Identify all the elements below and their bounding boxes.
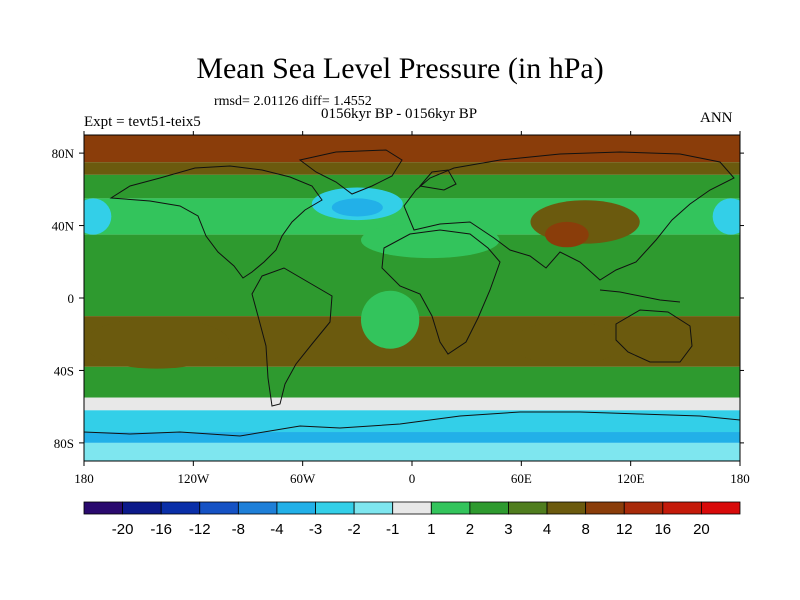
colorbar: -20 -16 -12 -8 -4 -3 -2 -1 1 2 3 4 8 12 16 20 [83,501,741,538]
coastline-indonesia [599,289,681,303]
rmsd-diff-stats: rmsd= 2.01126 diff= 1.4552 [214,94,372,109]
colorbar-swatch [701,501,741,515]
y-tick-label: 40N [52,219,75,234]
field-band-7 [84,397,740,411]
coastline-africa [381,229,501,355]
colorbar-swatch [392,501,432,515]
anomaly-north-africa-neutral [360,221,500,259]
anomaly-north-pacific-east-low [712,198,740,235]
colorbar-label: -4 [270,521,283,538]
colorbar-swatch [237,501,278,515]
coastline-antarctica [84,411,740,437]
colorbar-swatch [83,501,123,515]
colorbar-swatch [199,501,239,515]
experiment-label: Expt = tevt51-teix5 [84,114,201,130]
season-label: ANN [700,110,733,126]
field-band-8 [84,410,740,433]
coastline-south-america [251,267,333,407]
colorbar-label: 4 [543,521,551,538]
field-band-2 [84,174,740,199]
colorbar-swatch [469,501,509,515]
field-band-6 [84,366,740,398]
colorbar-label: 3 [504,521,512,538]
colorbar-swatch [122,501,162,515]
y-tick-label: 40S [54,363,74,378]
x-tick-label: 0 [409,471,416,486]
y-tick-label: 0 [68,291,75,306]
colorbar-label: 12 [616,521,633,538]
colorbar-swatch [623,501,664,515]
x-tick-label: 120E [617,471,645,486]
colorbar-swatch [546,501,587,515]
anomaly-south-indian-high [512,321,622,366]
field-band-1 [84,162,740,175]
anomaly-tibet-high [545,221,589,248]
colorbar-label: -3 [309,521,322,538]
y-tick-label: 80N [52,146,75,161]
x-tick-label: 60W [290,471,316,486]
colorbar-label: 1 [427,521,435,538]
colorbar-label: 20 [693,521,710,538]
x-tick-label: 180 [730,471,750,486]
colorbar-swatch [160,501,201,515]
y-tick-label: 80S [54,436,74,451]
colorbar-swatch [662,501,702,515]
x-tick-label: 120W [177,471,210,486]
anomaly-south-pacific-high [84,317,230,369]
colorbar-label: 16 [654,521,671,538]
anomaly-north-atlantic-deep-low [331,198,383,217]
coastlines [84,149,740,437]
colorbar-swatch [585,501,625,515]
x-tick-label: 180 [74,471,94,486]
field-band-0 [84,135,740,163]
colorbar-swatch [508,501,548,515]
coastline-north-america [109,165,323,279]
colorbar-swatch [430,501,471,515]
chart-title: Mean Sea Level Pressure (in hPa) [196,52,604,85]
colorbar-label: -20 [112,521,134,538]
field-band-10 [84,442,740,461]
colorbar-label: 8 [581,521,589,538]
axes: 180 120W 60W 0 60E 120E 180 80N 40N 0 40S 80S [52,131,750,486]
coastline-eurasia [403,151,735,281]
colorbar-swatch [276,501,316,515]
coastline-greenland [298,149,403,195]
colorbar-label: 2 [466,521,474,538]
colorbar-label: -16 [150,521,172,538]
anomaly-north-pacific-west-low [84,198,112,235]
x-tick-label: 60E [511,471,532,486]
colorbar-swatch [353,501,394,515]
coastline-australia [615,309,693,363]
anomaly-south-atlantic-neutral [360,290,420,349]
field-band-9 [84,432,740,443]
colorbar-label: -1 [386,521,399,538]
pressure-field [84,135,740,461]
colorbar-label: -2 [347,521,360,538]
period-subtitle: 0156kyr BP - 0156kyr BP [321,106,478,122]
coastline-scandinavia [419,169,457,191]
colorbar-label: -12 [189,521,211,538]
colorbar-label: -8 [232,521,245,538]
colorbar-swatch [315,501,355,515]
